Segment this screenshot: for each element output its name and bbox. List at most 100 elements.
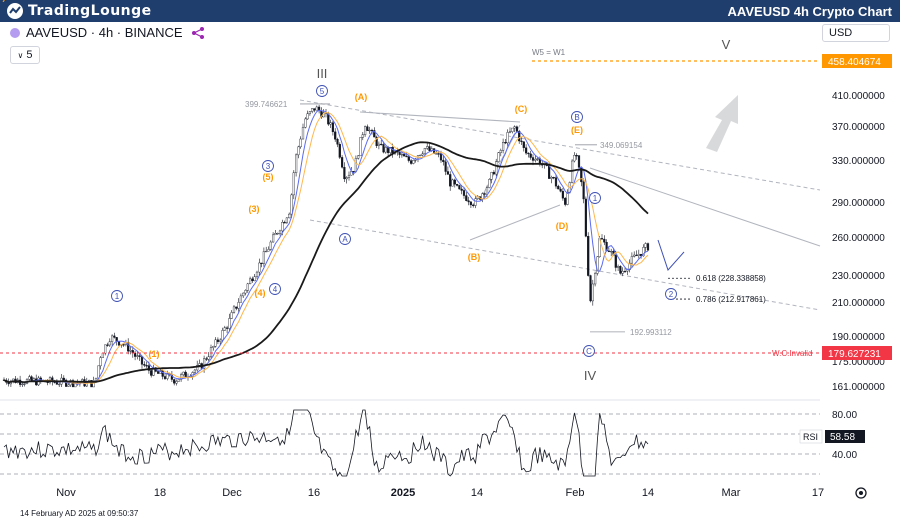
candle xyxy=(92,380,95,388)
candle xyxy=(341,157,344,168)
timestamp: 14 February AD 2025 at 09:50:37 xyxy=(20,509,139,518)
candle xyxy=(251,278,254,282)
rsi-tick: 40.00 xyxy=(832,450,857,461)
candle xyxy=(276,233,279,235)
time-tick: Mar xyxy=(722,487,741,499)
candle xyxy=(515,126,518,132)
candle xyxy=(156,371,160,374)
candle xyxy=(610,250,613,253)
candle xyxy=(594,273,597,285)
chevron-down-icon: ∨ xyxy=(17,50,24,60)
candle xyxy=(584,198,587,237)
wave-1-label: 1 xyxy=(115,292,120,301)
share-icon[interactable] xyxy=(191,26,205,40)
candle xyxy=(529,153,532,158)
candle xyxy=(110,335,114,342)
candle xyxy=(536,158,539,160)
candle xyxy=(304,118,307,128)
time-tick: Nov xyxy=(56,487,76,499)
candle xyxy=(225,327,229,329)
candle xyxy=(421,153,424,156)
candle xyxy=(522,141,525,148)
candle xyxy=(635,254,638,257)
candle xyxy=(258,262,261,273)
candle xyxy=(373,130,376,138)
candle xyxy=(347,174,351,178)
rsi-value: 58.58 xyxy=(830,432,855,443)
candle xyxy=(444,161,447,172)
candle xyxy=(193,369,196,373)
candle xyxy=(462,190,466,196)
candle xyxy=(90,380,93,388)
interval-badge[interactable]: ∨ 5 xyxy=(10,46,40,64)
candle xyxy=(122,344,125,346)
candle xyxy=(557,185,560,190)
logo-icon xyxy=(7,3,23,19)
candle xyxy=(499,150,502,153)
trend-line xyxy=(299,99,821,191)
gear-icon[interactable] xyxy=(854,486,868,500)
candle xyxy=(235,306,238,309)
candle xyxy=(451,179,454,187)
candle xyxy=(607,250,610,252)
candle xyxy=(138,355,141,357)
symbol-info[interactable]: AAVEUSD · 4h · BINANCE xyxy=(10,25,205,40)
candle xyxy=(589,275,592,302)
wave-5-label-ring xyxy=(316,85,328,97)
candle xyxy=(219,339,222,342)
candle xyxy=(435,153,438,155)
rsi-tick: 80.00 xyxy=(832,410,857,421)
candle xyxy=(587,236,590,276)
candle xyxy=(311,108,314,112)
candle xyxy=(357,155,360,159)
candle xyxy=(106,344,109,346)
candle xyxy=(389,147,392,153)
candle xyxy=(334,131,337,140)
candle xyxy=(449,174,452,187)
candle xyxy=(281,222,284,232)
wave-b-label: B xyxy=(574,113,579,122)
wave-(d)-label: (D) xyxy=(556,221,569,231)
candle xyxy=(623,270,627,273)
logo: TradingLounge xyxy=(6,2,152,20)
candle xyxy=(525,147,528,154)
candle xyxy=(306,113,309,120)
price-badge-text: 458.404674 xyxy=(828,57,881,68)
candle xyxy=(336,139,339,145)
candle xyxy=(99,357,102,367)
candle xyxy=(582,181,585,200)
header-bar: TradingLounge AAVEUSD 4h Crypto Chart xyxy=(0,0,900,22)
candle xyxy=(472,204,475,206)
wave-1-label-ring xyxy=(111,290,123,302)
candle xyxy=(561,191,564,199)
wave-(2)-label: (2) xyxy=(0,0,6,2)
level-label: 192.993112 xyxy=(630,328,672,337)
wave-a-label-ring xyxy=(339,233,351,245)
candle xyxy=(628,262,631,271)
candle xyxy=(548,165,551,179)
currency-selector[interactable]: USD xyxy=(822,24,890,42)
candle xyxy=(207,356,210,360)
candle xyxy=(97,365,100,379)
candle xyxy=(453,179,456,185)
price-badge xyxy=(822,346,892,360)
wave-(1)-label: (1) xyxy=(149,349,160,359)
time-tick: 14 xyxy=(642,487,654,499)
wave-1-label-ring xyxy=(589,192,601,204)
candle xyxy=(150,370,153,376)
candle xyxy=(184,371,187,378)
trend-line xyxy=(589,167,821,247)
wave-(b)-label: (B) xyxy=(468,252,481,262)
wave-v-label: V xyxy=(722,37,731,52)
candle xyxy=(46,381,49,384)
price-tick: 161.000000 xyxy=(832,382,885,393)
candle xyxy=(398,151,401,155)
candle xyxy=(230,312,233,319)
candle xyxy=(534,158,537,161)
candle xyxy=(28,376,31,380)
time-tick: Dec xyxy=(222,487,242,499)
candle xyxy=(313,108,316,111)
candle xyxy=(272,234,275,243)
